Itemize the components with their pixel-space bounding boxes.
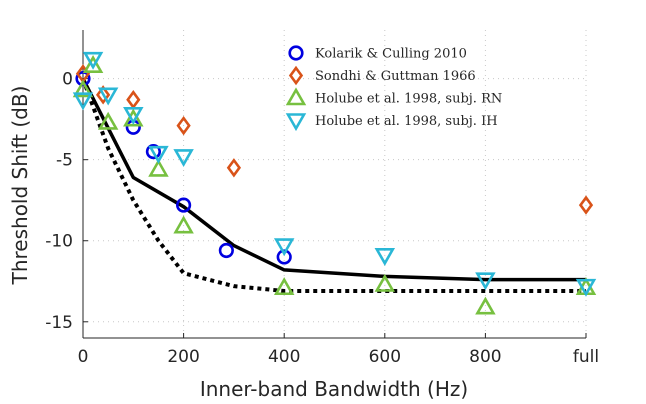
data-point-diamond [578,195,594,215]
data-point-diamond [96,85,111,105]
legend-marker-diamond [288,65,304,86]
data-point-triangle-down [273,238,295,257]
data-point-triangle-down [475,272,496,291]
x-tick-label: 800 [469,347,501,367]
model-lines [81,77,586,293]
y-axis-label: Threshold Shift (dB) [8,86,32,286]
data-point-circle [276,249,292,265]
solid-model-line [81,77,586,282]
legend: Kolarik & Culling 2010 Sondhi & Guttman 1… [285,45,502,132]
data-point-triangle-down [97,87,119,106]
legend-marker-circle [288,45,304,61]
data-point-triangle-up [173,215,194,234]
tick-labels: 0 200 400 600 800 full 0 -5 -10 -15 [45,70,599,367]
x-tick-label: 400 [268,347,300,367]
data-point-triangle-down [82,51,104,70]
y-tick-label: -15 [45,313,73,333]
data-point-triangle-down [123,106,144,125]
legend-label: Sondhi & Guttman 1966 [315,69,476,84]
y-tick-label: -5 [56,151,73,171]
data-markers [72,51,597,315]
data-point-triangle-up [273,277,295,296]
data-point-triangle-up [148,158,169,177]
data-point-circle [145,143,162,160]
data-point-circle [75,71,91,87]
x-axis-label: Inner-band Bandwidth (Hz) [200,377,468,401]
x-tick-label: 600 [369,347,401,367]
data-point-triangle-up [475,296,496,315]
y-tick-label: 0 [62,70,73,90]
dotted-model-line [81,77,586,293]
x-tick-label: full [573,347,599,367]
data-point-circle [218,242,234,259]
y-tick-label: -10 [45,232,73,252]
data-point-triangle-down [575,278,597,297]
x-tick-label: 0 [78,347,89,367]
data-point-diamond [226,158,242,178]
data-point-diamond [126,90,141,110]
legend-marker-triangle-down [285,113,307,132]
data-point-triangle-up [72,79,94,98]
data-point-triangle-down [374,248,396,266]
data-point-triangle-up [82,55,104,73]
data-point-diamond [176,115,191,136]
data-point-triangle-down [148,145,169,164]
data-point-triangle-up [123,108,144,127]
legend-label: Kolarik & Culling 2010 [315,47,467,62]
data-point-circle [176,197,192,213]
x-tick-label: 200 [167,347,199,367]
legend-marker-triangle-up [285,87,307,106]
legend-label: Holube et al. 1998, subj. IH [315,114,498,129]
legend-label: Holube et al. 1998, subj. RN [315,92,502,107]
data-point-triangle-up [97,111,119,130]
data-point-triangle-down [173,149,194,168]
data-point-triangle-down [72,92,94,111]
data-point-triangle-up [374,273,396,292]
